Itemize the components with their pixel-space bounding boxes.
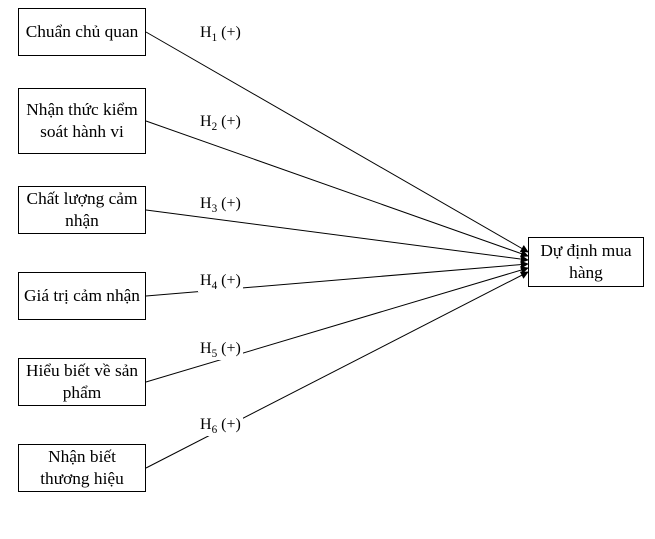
edge-label-h3-sub: 3 (212, 203, 218, 215)
edge-label-h1: H1 (+) (198, 24, 243, 44)
edge-label-h4-h: H (200, 272, 212, 289)
edge-label-h1-sign: (+) (221, 24, 241, 41)
node-target: Dự định mua hàng (528, 237, 644, 287)
edge-label-h1-h: H (200, 24, 212, 41)
node-source-5: Hiểu biết về sản phẩm (18, 358, 146, 406)
edge-label-h6: H6 (+) (198, 416, 243, 436)
edge-label-h5-h: H (200, 340, 212, 357)
node-source-2-label: Nhận thức kiểm soát hành vi (23, 99, 141, 142)
edge-label-h4: H4 (+) (198, 272, 243, 292)
node-source-4-label: Giá trị cảm nhận (24, 285, 140, 307)
diagram-canvas: Chuẩn chủ quan Nhận thức kiểm soát hành … (0, 0, 655, 539)
edge-label-h4-sub: 4 (212, 280, 218, 292)
node-target-label: Dự định mua hàng (533, 240, 639, 283)
edge-label-h5-sign: (+) (221, 340, 241, 357)
edge-label-h1-sub: 1 (212, 32, 218, 44)
edge-label-h3-h: H (200, 195, 212, 212)
edge-line-1 (146, 32, 528, 252)
edge-label-h4-sign: (+) (221, 272, 241, 289)
edge-line-2 (146, 121, 528, 256)
edge-label-h3-sign: (+) (221, 195, 241, 212)
edge-label-h2-sign: (+) (221, 113, 241, 130)
edge-label-h5: H5 (+) (198, 340, 243, 360)
node-source-6: Nhận biết thương hiệu (18, 444, 146, 492)
edge-label-h3: H3 (+) (198, 195, 243, 215)
edge-label-h6-sub: 6 (212, 424, 218, 436)
node-source-6-label: Nhận biết thương hiệu (23, 446, 141, 489)
edge-label-h6-sign: (+) (221, 416, 241, 433)
edge-label-h2-sub: 2 (212, 121, 218, 133)
edge-label-h5-sub: 5 (212, 348, 218, 360)
node-source-3: Chất lượng cảm nhận (18, 186, 146, 234)
edge-line-6 (146, 272, 528, 468)
edge-label-h6-h: H (200, 416, 212, 433)
edge-label-h2-h: H (200, 113, 212, 130)
node-source-2: Nhận thức kiểm soát hành vi (18, 88, 146, 154)
node-source-5-label: Hiểu biết về sản phẩm (23, 360, 141, 403)
edge-line-3 (146, 210, 528, 260)
node-source-4: Giá trị cảm nhận (18, 272, 146, 320)
node-source-3-label: Chất lượng cảm nhận (23, 188, 141, 231)
node-source-1-label: Chuẩn chủ quan (26, 21, 139, 43)
edge-label-h2: H2 (+) (198, 113, 243, 133)
node-source-1: Chuẩn chủ quan (18, 8, 146, 56)
